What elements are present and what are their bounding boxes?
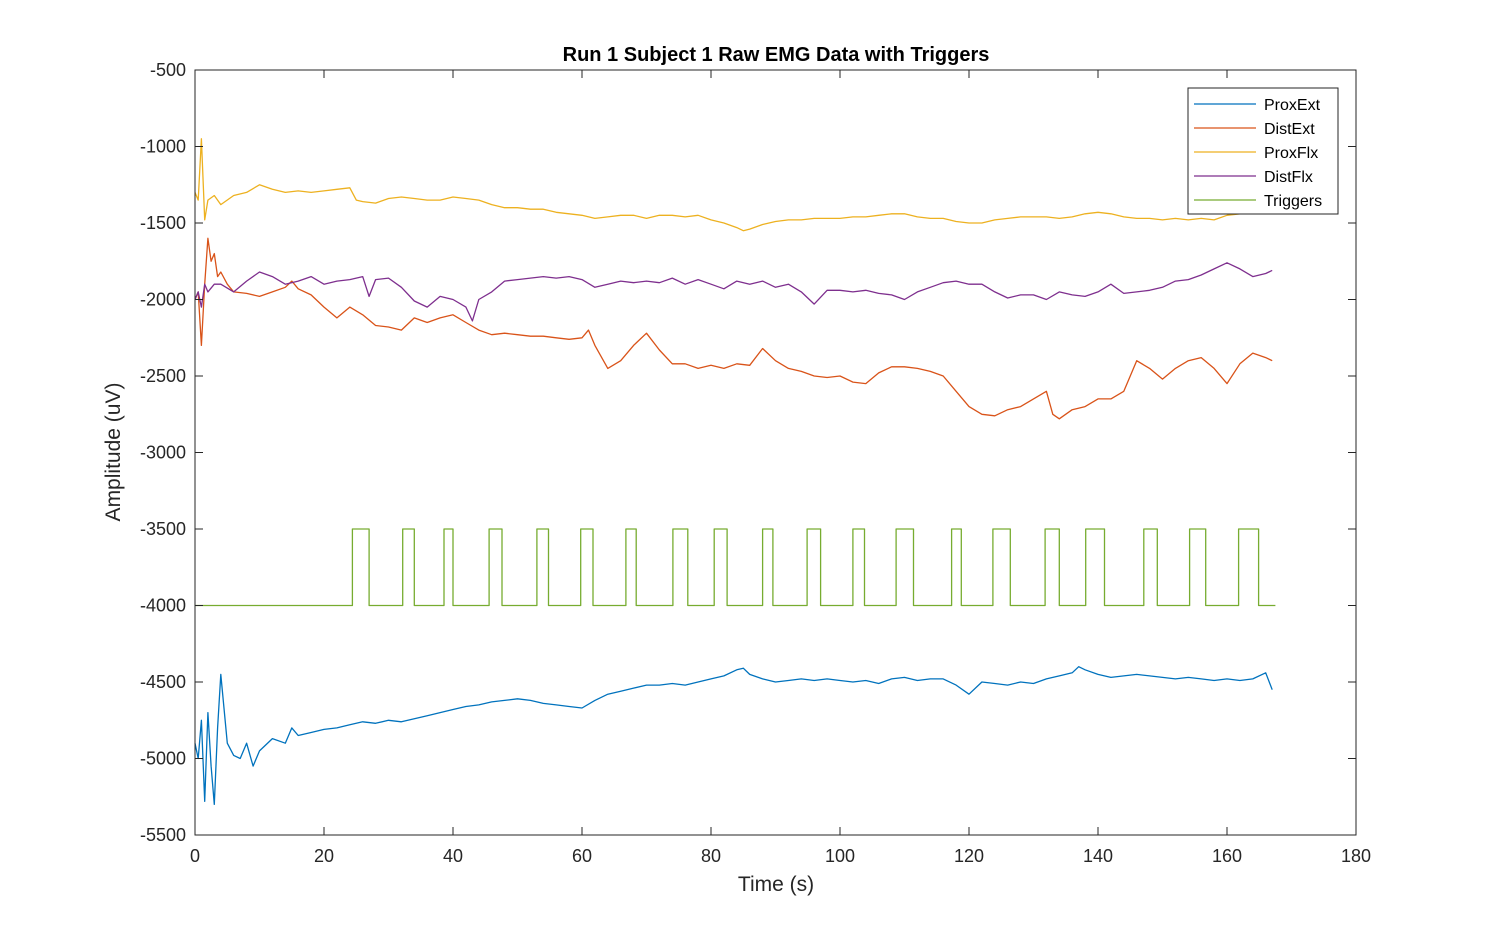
legend-label-distflx: DistFlx <box>1264 169 1313 186</box>
y-tick-label: -4500 <box>140 672 186 692</box>
legend: ProxExt DistExt ProxFlx DistFlx Triggers <box>1187 87 1339 215</box>
legend-box <box>1187 87 1339 215</box>
y-axis-label: Amplitude (uV) <box>102 383 125 522</box>
series-layer <box>194 138 1276 806</box>
legend-label-proxext: ProxExt <box>1264 97 1321 114</box>
series-line-proxflx <box>194 138 1273 232</box>
y-tick-label: -5500 <box>140 825 186 845</box>
y-tick-label: -500 <box>150 60 186 80</box>
y-tick-label: -5000 <box>140 749 186 769</box>
series-line-distflx <box>194 262 1273 322</box>
x-tick-label: 120 <box>954 846 984 866</box>
x-axis: 0 20 40 60 80 100 120 140 160 180 <box>190 70 1371 866</box>
series-line-distext <box>194 237 1273 420</box>
plot-area <box>195 70 1356 835</box>
legend-label-proxflx: ProxFlx <box>1264 145 1318 162</box>
x-tick-label: 100 <box>825 846 855 866</box>
x-tick-label: 20 <box>314 846 334 866</box>
legend-label-distext: DistExt <box>1264 121 1315 138</box>
x-tick-label: 80 <box>701 846 721 866</box>
y-tick-label: -3000 <box>140 443 186 463</box>
y-tick-label: -3500 <box>140 519 186 539</box>
y-tick-label: -1000 <box>140 137 186 157</box>
x-tick-label: 180 <box>1341 846 1371 866</box>
x-tick-label: 60 <box>572 846 592 866</box>
x-tick-label: 40 <box>443 846 463 866</box>
series-line-triggers <box>195 528 1276 607</box>
y-tick-label: -4000 <box>140 596 186 616</box>
x-tick-label: 160 <box>1212 846 1242 866</box>
legend-label-triggers: Triggers <box>1264 193 1322 210</box>
chart-title: Run 1 Subject 1 Raw EMG Data with Trigge… <box>563 44 990 66</box>
x-tick-label: 140 <box>1083 846 1113 866</box>
y-tick-label: -1500 <box>140 213 186 233</box>
y-axis: -500 -1000 -1500 -2000 -2500 -3000 -3500 -4000 -… <box>140 60 1356 845</box>
y-tick-label: -2000 <box>140 290 186 310</box>
x-tick-label: 0 <box>190 846 200 866</box>
x-axis-label: Time (s) <box>738 873 814 896</box>
y-tick-label: -2500 <box>140 366 186 386</box>
series-line-proxext <box>194 666 1273 806</box>
